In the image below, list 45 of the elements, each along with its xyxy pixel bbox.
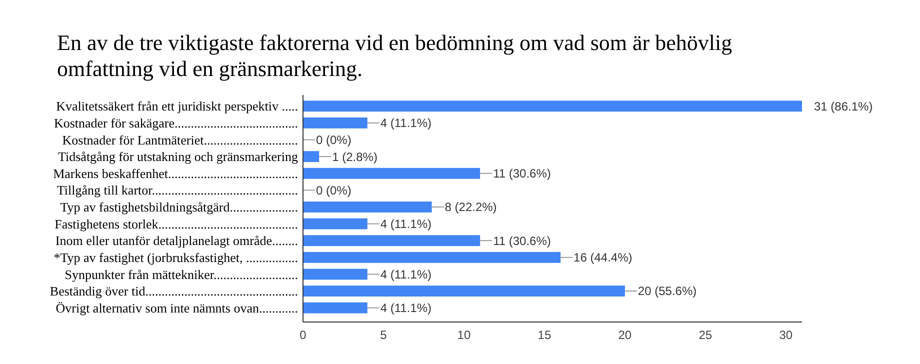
x-tick-label: 0 <box>300 328 307 342</box>
y-tick-label: Kostnader för Lantmäteriet............................. <box>62 132 298 148</box>
bar <box>303 286 625 297</box>
bar <box>303 100 802 112</box>
data-label: 4 (11.1%) <box>380 217 432 232</box>
y-tick-label: Tidsåtgång för utstakning och gränsmarkering <box>58 149 298 164</box>
data-label: 4 (11.1%) <box>380 267 432 282</box>
data-label: 11 (30.6%) <box>493 166 551 181</box>
y-tick-label: Inom eller utanför detaljplanelagt område........ <box>55 233 298 248</box>
data-label: 1 (2.8%) <box>332 150 378 164</box>
data-label: 8 (22.2%) <box>444 200 497 214</box>
data-label: 20 (55.6%) <box>638 284 697 298</box>
data-label: 0 (0%) <box>316 183 352 198</box>
y-tick-label: Beständig över tid............................................... <box>50 284 298 299</box>
bar <box>303 235 480 246</box>
y-tick-label: Tillgång till kartor............................................. <box>56 182 298 198</box>
y-tick-label: Kostnader för sakägare...................................... <box>54 116 298 131</box>
data-label: 16 (44.4%) <box>574 250 632 265</box>
x-tick-label: 15 <box>538 328 552 342</box>
data-label: 11 (30.6%) <box>493 234 551 248</box>
bar <box>303 218 368 230</box>
y-tick-label: Synpunkter från mättekniker.......................... <box>64 266 298 282</box>
data-label: 4 (11.1%) <box>380 116 432 130</box>
x-tick-label: 25 <box>698 328 712 342</box>
bar <box>303 168 480 179</box>
y-tick-label: *Typ av fastighet (jorbruksfastighet, ................ <box>54 250 298 265</box>
x-tick-label: 5 <box>380 328 388 342</box>
data-label: 0 (0%) <box>316 132 352 147</box>
y-tick-label: Övrigt alternativ som inte nämnts ovan............ <box>56 300 298 316</box>
y-tick-label: Kvalitetssäkert från ett juridiskt perspektiv ..... <box>56 98 298 114</box>
y-tick-label: Fastighetens storlek........................................... <box>54 216 298 232</box>
x-tick-label: 20 <box>618 328 632 342</box>
bar <box>303 252 561 263</box>
bar <box>303 202 432 212</box>
chart-title: En av de tre viktigaste faktorerna vid en bedömning om vad som är behövlig omfattning vid en gränsmarkering. <box>57 30 732 81</box>
data-label: 4 (11.1%) <box>380 301 432 316</box>
x-tick-label: 10 <box>457 328 471 342</box>
y-tick-label: Markens beskaffenhet........................................ <box>53 166 298 181</box>
bar <box>303 151 320 162</box>
data-label: 31 (86.1%) <box>814 99 873 114</box>
bar <box>303 302 368 314</box>
x-tick-label: 30 <box>779 328 793 342</box>
bar <box>303 117 368 128</box>
bar <box>303 268 368 280</box>
y-tick-label: Typ av fastighetsbildningsåtgärd..................... <box>60 200 298 215</box>
